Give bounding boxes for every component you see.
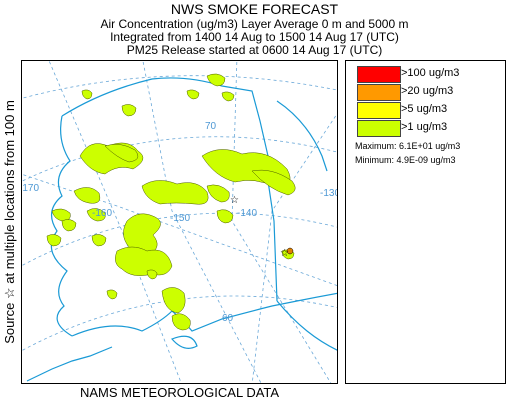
minimum-value: Minimum: 4.9E-09 ug/m3 [355,155,456,165]
source-markers: ☆ ☆ [230,195,294,259]
plume-19 [206,73,226,87]
lon-label-m140: -140 [237,208,257,219]
plume-23 [81,89,93,100]
lon-label-m160: -160 [92,208,112,219]
source-side-label-container: Source ☆ at multiple locations from 100 … [0,60,20,384]
lat-label-60: 60 [222,313,234,324]
longitude-line-m140 [231,61,332,383]
legend-label-1: >1 ug/m3 [401,121,448,133]
legend-label-5: >5 ug/m3 [401,103,448,115]
source-dot [286,247,294,255]
source-star-2: ☆ [280,248,289,259]
coast-west [50,115,73,337]
graticule-labels: -170 -160 -150 -140 -130 70 60 [22,121,338,324]
legend-item-1: >1 ug/m3 [357,120,497,137]
plume-9 [86,208,106,222]
maximum-value: Maximum: 6.1E+01 ug/m3 [355,141,461,151]
legend-swatch-5 [357,102,401,119]
plume-21 [121,104,137,117]
legend-item-100: >100 ug/m3 [357,66,497,83]
smoke-plumes [46,73,296,331]
source-side-label: Source ☆ at multiple locations from 100 … [2,100,17,344]
subtitle-release: PM25 Release started at 0600 14 Aug 17 (… [126,43,383,57]
legend-swatch-20 [357,84,401,101]
plume-2 [104,143,139,163]
longitude-line-m170 [22,173,337,286]
plume-7 [73,187,101,204]
plume-15 [91,234,107,247]
plume-17 [216,209,234,224]
legend-swatch-100 [357,66,401,83]
subtitle-concentration: Air Concentration (ug/m3) Layer Average … [100,17,409,31]
coast-arctic-east [276,100,328,172]
plume-5 [141,180,209,205]
longitude-line-m150 [142,61,262,383]
plume-20 [221,91,235,102]
coast-southeast [276,300,337,351]
plume-12 [161,287,186,314]
forecast-title: NWS SMOKE FORECAST [170,1,339,17]
subtitle-integration: Integrated from 1400 14 Aug to 1500 14 A… [110,30,399,44]
legend-panel: >100 ug/m3 >20 ug/m3 >5 ug/m3 >1 ug/m3 M… [345,60,506,384]
plume-10 [123,213,161,257]
smoke-map: ☆ ☆ -170 -160 -150 -140 -130 70 60 [21,60,338,384]
legend-item-20: >20 ug/m3 [357,84,497,101]
lon-label-m150: -150 [170,213,190,224]
latitude-arc-65 [22,212,337,267]
plume-16 [46,234,62,247]
plume-6 [206,184,230,203]
legend-label-20: >20 ug/m3 [401,85,454,97]
latitude-arc-75 [22,75,337,99]
plume-25 [146,269,158,280]
plume-14 [61,219,77,232]
source-star-1: ☆ [230,195,239,206]
plume-4 [251,169,296,196]
coast-alaska-peninsula [71,292,337,337]
plume-8 [51,208,71,222]
lat-label-70: 70 [205,121,217,132]
map-canvas: ☆ ☆ -170 -160 -150 -140 -130 70 60 [22,61,338,383]
legend-label-100: >100 ug/m3 [401,67,460,79]
coast-kodiak [170,335,198,349]
coast-aleutian [26,346,113,382]
plume-22 [186,89,200,100]
plume-24 [106,289,118,300]
met-data-label: NAMS METEOROLOGICAL DATA [79,385,280,400]
coast-north [61,77,278,182]
legend-swatch-1 [357,120,401,137]
plume-11 [115,246,173,276]
latitude-arc-70 [22,136,337,182]
legend-item-5: >5 ug/m3 [357,102,497,119]
lon-label-m170: -170 [22,183,39,194]
longitude-line-m160 [48,61,182,383]
plume-13 [171,313,191,331]
lon-label-m130: -130 [320,188,338,199]
